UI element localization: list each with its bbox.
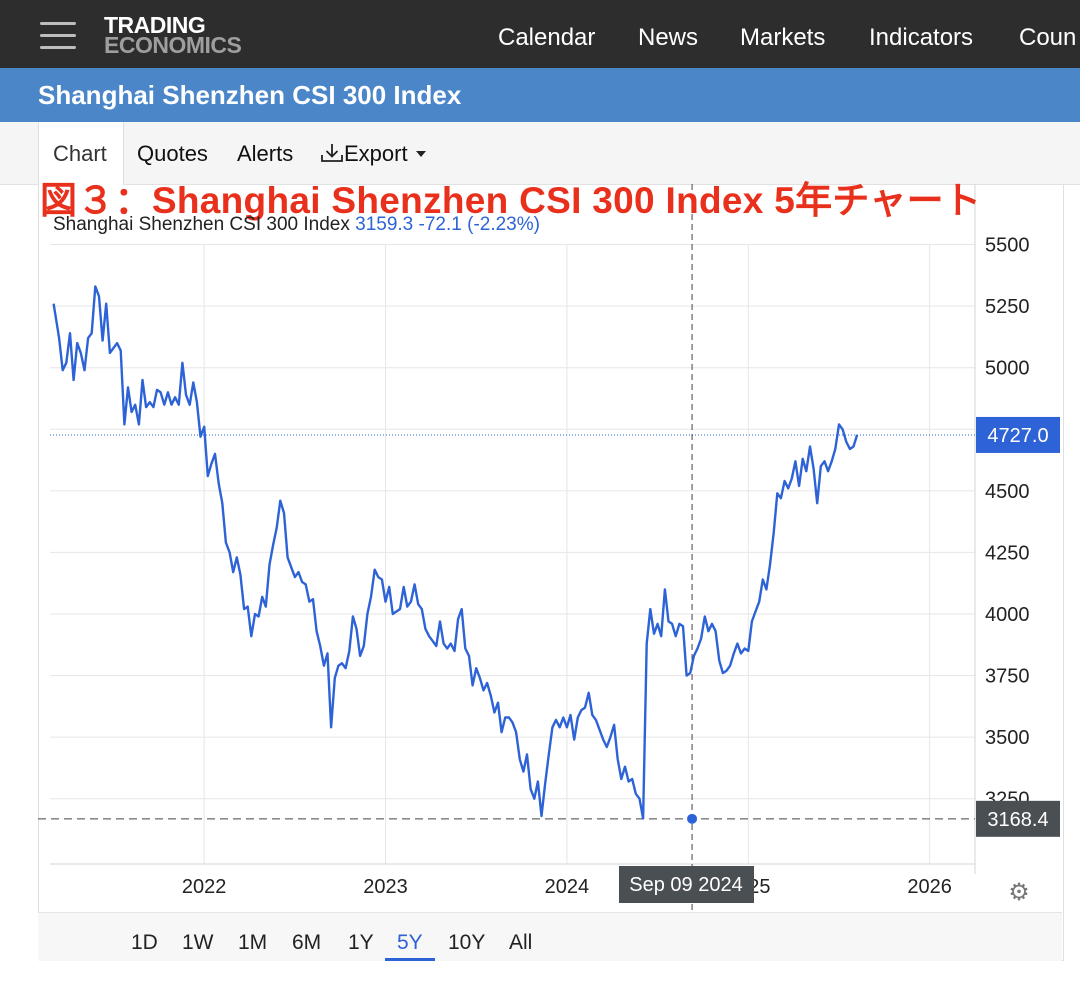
y-tick-label: 4250: [985, 542, 1030, 564]
range-6m[interactable]: 6M: [292, 931, 322, 954]
download-icon: [321, 144, 343, 162]
top-nav-bar: TRADING ECONOMICS Calendar News Markets …: [0, 0, 1080, 68]
y-tick-label: 5500: [985, 235, 1030, 257]
chart-legend: Shanghai Shenzhen CSI 300 Index 3159.3 -…: [53, 214, 540, 236]
x-tick-label: 2023: [363, 876, 408, 898]
y-tick-label: 4000: [985, 604, 1030, 626]
page-title: Shanghai Shenzhen CSI 300 Index: [38, 80, 462, 110]
legend-series-name: Shanghai Shenzhen CSI 300 Index: [53, 214, 350, 235]
active-range-underline: [385, 958, 435, 961]
range-5y[interactable]: 5Y: [397, 931, 423, 954]
x-tick-label: 2022: [182, 876, 227, 898]
y-tick-label: 5250: [985, 296, 1030, 318]
x-tick-label: 2024: [545, 876, 590, 898]
y-tick-label: 4500: [985, 481, 1030, 503]
legend-change: -72.1 (-2.23%): [418, 214, 540, 235]
range-all[interactable]: All: [509, 931, 533, 954]
tab-quotes[interactable]: Quotes: [137, 141, 208, 166]
range-10y[interactable]: 10Y: [448, 931, 486, 954]
price-chart[interactable]: 3250350037504000425045004750500052505500…: [0, 0, 1080, 912]
series-line: [52, 285, 859, 820]
tab-chart-active-bg: [38, 122, 124, 185]
range-1w[interactable]: 1W: [182, 931, 214, 954]
last-value-label: 4727.0: [987, 425, 1048, 447]
nav-news[interactable]: News: [638, 24, 699, 51]
nav-calendar[interactable]: Calendar: [498, 24, 596, 51]
y-tick-label: 3750: [985, 666, 1030, 688]
title-bar: Shanghai Shenzhen CSI 300 Index: [0, 68, 1080, 122]
y-tick-label: 3500: [985, 727, 1030, 749]
overlay-title: 図３：Shanghai Shenzhen CSI 300 Index 5年チャー…: [40, 180, 982, 221]
crosshair-value-label: 3168.4: [987, 809, 1048, 831]
hamburger-menu-icon[interactable]: [40, 22, 76, 50]
tab-chart[interactable]: Chart: [53, 141, 107, 166]
nav-countries[interactable]: Coun: [1019, 24, 1077, 51]
range-selector: 1D 1W 1M 6M 1Y 5Y 10Y All: [38, 912, 1062, 961]
caret-down-icon: [415, 151, 426, 157]
range-1d[interactable]: 1D: [131, 931, 158, 954]
logo-line-1: TRADING: [104, 12, 206, 38]
export-button[interactable]: Export: [320, 141, 428, 167]
export-label: Export: [344, 141, 408, 166]
nav-markets[interactable]: Markets: [740, 24, 826, 51]
logo[interactable]: TRADING ECONOMICS: [104, 12, 242, 58]
range-1y[interactable]: 1Y: [348, 931, 374, 954]
chart-tabs: Chart Quotes Alerts Export: [0, 122, 1080, 185]
crosshair-date-badge: [619, 866, 754, 903]
gear-icon[interactable]: ⚙: [1008, 879, 1030, 906]
crosshair-date-label: Sep 09 2024: [629, 874, 742, 896]
crosshair-point: [687, 813, 698, 824]
tab-alerts[interactable]: Alerts: [237, 141, 294, 166]
y-tick-label: 5000: [985, 358, 1030, 380]
legend-price: 3159.3: [355, 214, 414, 235]
range-1m[interactable]: 1M: [238, 931, 268, 954]
nav-indicators[interactable]: Indicators: [869, 24, 974, 51]
last-value-badge: [976, 416, 1060, 453]
x-tick-label: 2026: [907, 876, 952, 898]
logo-line-2: ECONOMICS: [104, 32, 242, 58]
crosshair-value-badge: [976, 800, 1060, 837]
